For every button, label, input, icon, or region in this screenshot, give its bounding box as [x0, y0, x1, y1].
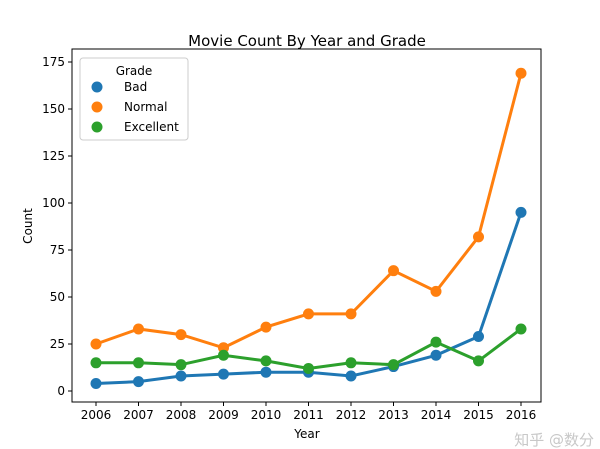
point-normal	[473, 231, 484, 243]
point-bad	[430, 349, 442, 361]
x-tick-label: 2009	[208, 408, 239, 422]
point-normal	[388, 265, 399, 277]
point-excellent	[260, 355, 272, 367]
point-normal	[133, 323, 144, 335]
legend-marker-normal	[91, 101, 103, 113]
point-bad	[345, 370, 357, 382]
x-tick-label: 2013	[378, 408, 409, 422]
point-bad	[218, 368, 229, 380]
point-excellent	[430, 336, 442, 348]
x-tick-label: 2015	[463, 408, 494, 422]
point-excellent	[90, 357, 102, 369]
point-bad	[175, 370, 187, 382]
y-tick-label: 50	[50, 290, 65, 304]
legend-label-bad: Bad	[124, 80, 147, 94]
point-normal	[303, 308, 314, 320]
point-excellent	[175, 359, 187, 371]
point-bad	[90, 377, 102, 389]
x-tick-label: 2010	[251, 408, 282, 422]
legend-marker-bad	[91, 81, 103, 93]
y-tick-label: 175	[42, 55, 65, 69]
point-excellent	[388, 359, 399, 371]
watermark: 知乎 @数分	[514, 431, 594, 449]
point-normal	[175, 329, 187, 341]
plot-frame	[71, 48, 542, 403]
x-tick-label: 2016	[506, 408, 537, 422]
x-tick-label: 2011	[293, 408, 324, 422]
point-normal	[90, 338, 102, 350]
point-normal	[430, 285, 442, 297]
point-excellent	[218, 349, 229, 361]
y-tick-label: 125	[42, 149, 65, 163]
x-tick-label: 2014	[421, 408, 452, 422]
x-tick-label: 2008	[166, 408, 197, 422]
point-bad	[473, 330, 484, 342]
x-tick-label: 2006	[81, 408, 112, 422]
point-excellent	[345, 357, 357, 369]
legend: Grade Bad Normal Excellent	[79, 57, 189, 141]
x-axis-label: Year	[293, 427, 319, 441]
chart-title: Movie Count By Year and Grade	[188, 32, 426, 50]
series-line-bad	[95, 211, 523, 385]
point-bad	[260, 366, 272, 378]
y-tick-label: 75	[50, 243, 65, 257]
legend-marker-excellent	[91, 121, 103, 133]
legend-label-excellent: Excellent	[124, 120, 179, 134]
legend-label-normal: Normal	[124, 100, 167, 114]
y-tick-label: 0	[57, 384, 65, 398]
point-excellent	[473, 355, 484, 367]
point-bad	[133, 376, 144, 388]
point-normal	[345, 308, 357, 320]
y-tick-label: 100	[42, 196, 65, 210]
legend-box	[79, 57, 189, 141]
y-tick-label: 150	[42, 102, 65, 116]
point-excellent	[303, 362, 314, 374]
series-line-excellent	[96, 327, 522, 370]
x-tick-label: 2007	[123, 408, 154, 422]
point-normal	[515, 67, 527, 79]
point-excellent	[133, 357, 144, 369]
point-normal	[218, 342, 229, 354]
point-normal	[260, 321, 272, 333]
y-axis-label: Count	[21, 208, 35, 244]
point-excellent	[515, 323, 527, 335]
legend-title: Grade	[116, 64, 153, 78]
x-tick-label: 2012	[336, 408, 367, 422]
y-tick-label: 25	[50, 337, 65, 351]
point-bad	[515, 206, 527, 218]
